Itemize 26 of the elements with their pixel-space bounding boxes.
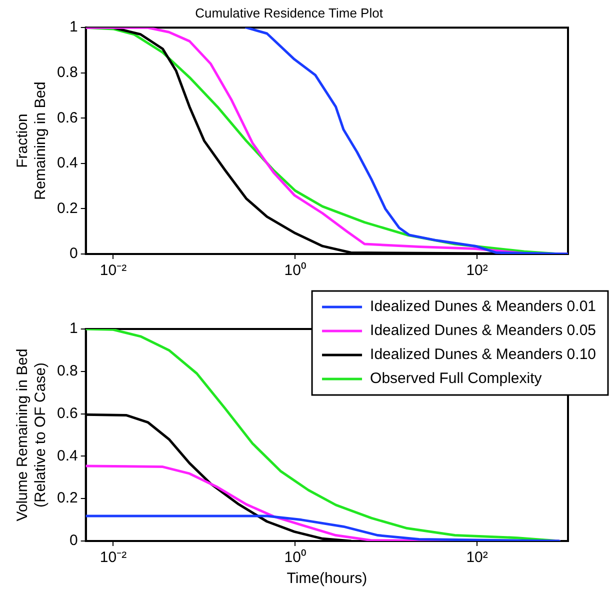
x-tick-label: 10⁻² <box>100 549 127 566</box>
y-tick-label: 1 <box>70 320 78 338</box>
y-axis-title: Fraction Remaining in Bed <box>14 82 50 200</box>
y-tick-label: 0.4 <box>56 154 78 172</box>
y-tick-label: 0 <box>70 532 78 550</box>
y-axis-title: Volume Remaining in Bed (Relative to OF Case) <box>14 348 50 522</box>
legend-label: Observed Full Complexity <box>370 370 542 388</box>
y-tick-label: 0.2 <box>56 490 78 507</box>
y-tick-label: 0 <box>70 245 78 262</box>
x-tick-label: 10⁻² <box>100 262 127 280</box>
y-tick-label: 0.6 <box>56 109 78 126</box>
y-tick-label: 0.8 <box>56 362 78 380</box>
chart-title: Cumulative Residence Time Plot <box>195 5 384 20</box>
x-tick-label: 10² <box>466 549 488 566</box>
x-tick-label: 10⁰ <box>284 262 306 280</box>
legend-label: Idealized Dunes & Meanders 0.10 <box>370 346 596 364</box>
y-tick-label: 0.8 <box>56 64 78 82</box>
y-tick-label: 0.4 <box>56 447 78 464</box>
legend-label: Idealized Dunes & Meanders 0.05 <box>370 322 596 340</box>
x-axis-title: Time(hours) <box>286 570 368 588</box>
x-tick-label: 10⁰ <box>284 549 306 566</box>
y-tick-label: 0.2 <box>56 200 78 217</box>
x-tick-label: 10² <box>466 262 488 280</box>
y-tick-label: 1 <box>70 18 78 36</box>
legend-label: Idealized Dunes & Meanders 0.01 <box>370 298 596 316</box>
y-tick-label: 0.6 <box>56 404 78 422</box>
